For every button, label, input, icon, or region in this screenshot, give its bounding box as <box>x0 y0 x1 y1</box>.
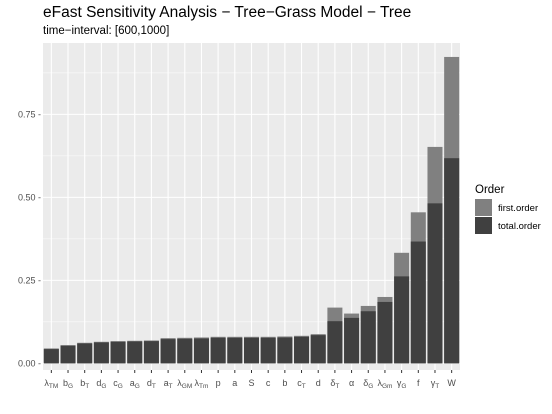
bar-total-order <box>77 343 93 364</box>
y-tick-label: 0.50 - <box>18 192 41 202</box>
x-tick-label: λTm <box>195 378 209 390</box>
x-tick-label: γT <box>431 378 440 390</box>
x-tick-label: dT <box>147 378 156 390</box>
x-tick-label: aG <box>130 378 140 390</box>
bar-total-order <box>127 341 143 364</box>
bar-total-order <box>160 339 176 364</box>
x-tick-label: λGm <box>377 378 392 390</box>
bar-total-order <box>394 276 410 364</box>
bar-total-order <box>344 317 360 364</box>
legend: Order first.order total.order <box>475 184 541 234</box>
legend-label: first.order <box>498 203 538 214</box>
bar-total-order <box>410 241 426 364</box>
bars-total-order <box>43 158 460 364</box>
legend-title: Order <box>475 184 505 196</box>
bar-total-order <box>60 345 76 364</box>
bar-total-order <box>310 335 326 364</box>
x-tick-label: δG <box>363 378 373 390</box>
bar-total-order <box>177 338 193 364</box>
x-tick-label: b <box>282 378 287 388</box>
x-tick-label: a <box>232 378 237 388</box>
x-tick-label: cG <box>113 378 123 390</box>
bar-total-order <box>193 338 209 364</box>
bar-total-order <box>143 341 159 364</box>
x-tick-label: d <box>316 378 321 388</box>
bar-total-order <box>294 336 310 364</box>
x-tick-label: S <box>248 378 254 388</box>
x-tick-label: bG <box>63 378 73 390</box>
bar-total-order <box>227 337 243 364</box>
legend-swatch <box>475 199 492 216</box>
chart-subtitle: time−interval: [600,1000] <box>43 25 169 37</box>
x-tick-label: aT <box>164 378 173 390</box>
y-tick-label: 0.75 - <box>18 109 41 119</box>
chart-title: eFast Sensitivity Analysis − Tree−Grass … <box>43 4 411 21</box>
bar-total-order <box>110 341 126 364</box>
x-tick-label: bT <box>80 378 89 390</box>
bar-total-order <box>260 337 276 364</box>
y-tick-label: 0.25 - <box>18 275 41 285</box>
bar-total-order <box>93 342 109 364</box>
bar-total-order <box>243 337 260 364</box>
x-tick-label: α <box>349 378 354 388</box>
legend-label: total.order <box>498 221 541 232</box>
bar-total-order <box>427 203 443 364</box>
x-tick-label: cT <box>297 378 306 390</box>
x-tick-label: λTM <box>44 378 58 390</box>
x-tick-label: dG <box>96 378 106 390</box>
x-tick-label: c <box>266 378 271 388</box>
bar-total-order <box>377 301 393 364</box>
x-tick-label: γG <box>397 378 407 390</box>
x-tick-label: W <box>447 378 456 388</box>
x-tick-label: p <box>216 378 221 388</box>
y-tick-label: 0.00 - <box>18 358 41 368</box>
x-tick-label: f <box>417 378 420 388</box>
y-axis: 0.00 - 0.25 - 0.50 - 0.75 - <box>18 109 41 368</box>
legend-swatch <box>475 217 492 234</box>
bar-total-order <box>210 337 226 364</box>
bar-total-order <box>43 349 59 364</box>
bar-total-order <box>277 337 293 364</box>
bar-total-order <box>327 321 343 364</box>
x-tick-label: λGM <box>177 378 192 390</box>
bar-total-order <box>360 311 376 364</box>
x-tick-label: δT <box>330 378 339 390</box>
bar-total-order <box>444 158 460 364</box>
